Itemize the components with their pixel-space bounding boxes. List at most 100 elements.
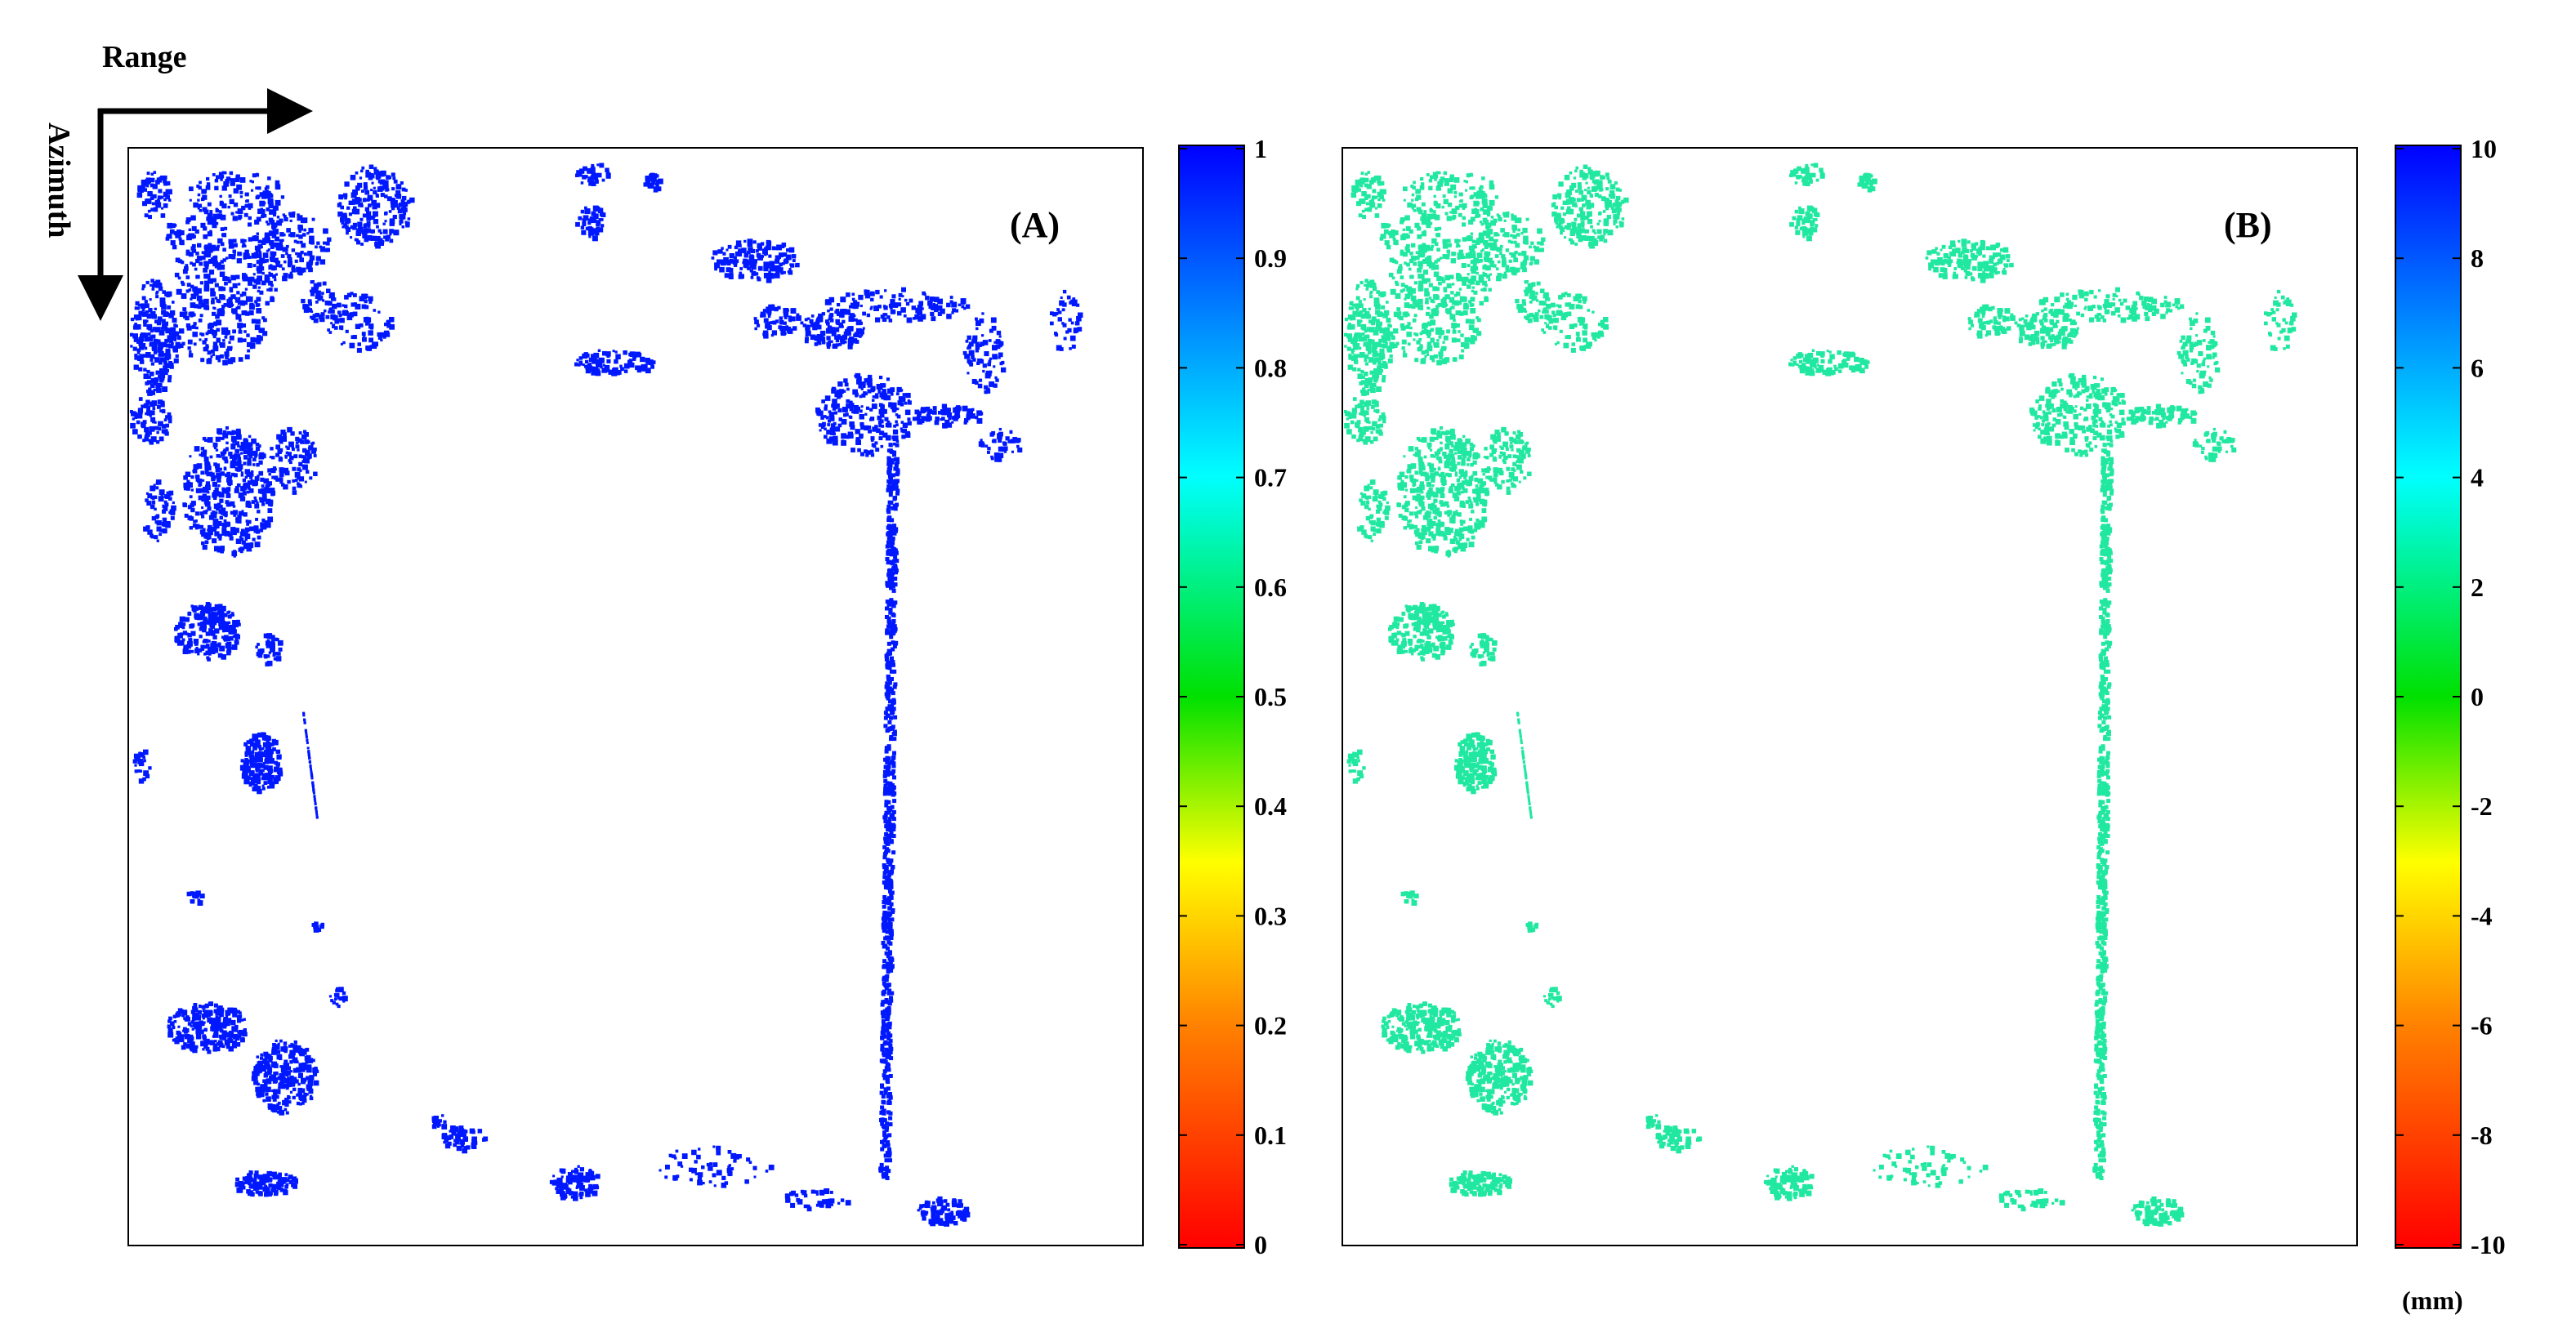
scatter-point xyxy=(179,625,183,628)
scatter-point xyxy=(136,348,141,353)
scatter-point xyxy=(795,262,800,268)
scatter-point xyxy=(645,178,651,185)
scatter-point xyxy=(136,420,141,425)
scatter-point xyxy=(824,395,831,401)
scatter-point xyxy=(197,898,201,902)
scatter-point xyxy=(178,237,182,241)
scatter-point xyxy=(205,650,210,656)
scatter-point xyxy=(856,406,860,411)
scatter-point xyxy=(324,309,327,313)
scatter-point xyxy=(229,288,234,293)
scatter-point xyxy=(288,459,292,462)
scatter-point xyxy=(275,1049,281,1054)
scatter-point xyxy=(195,292,199,296)
scatter-point xyxy=(887,917,892,922)
scatter-point xyxy=(219,264,225,270)
scatter-point xyxy=(860,333,864,336)
scatter-point xyxy=(203,457,209,462)
scatter-point xyxy=(150,495,154,500)
scatter-point xyxy=(556,1188,561,1194)
scatter-point xyxy=(198,482,203,487)
scatter-point xyxy=(240,471,243,475)
scatter-point xyxy=(147,529,153,535)
scatter-point xyxy=(869,291,875,296)
scatter-point xyxy=(185,323,191,328)
scatter-point xyxy=(888,699,892,704)
scatter-point xyxy=(208,243,212,247)
scatter-point xyxy=(356,240,361,245)
scatter-point xyxy=(212,1018,217,1021)
scatter-point xyxy=(163,365,168,371)
scatter-point xyxy=(895,488,900,493)
scatter-point xyxy=(893,682,898,687)
scatter-point xyxy=(381,332,386,337)
scatter-point xyxy=(248,237,253,242)
scatter-point xyxy=(246,472,251,477)
scatter-point xyxy=(357,342,361,346)
scatter-point xyxy=(221,528,227,533)
scatter-point xyxy=(160,403,165,408)
scatter-point xyxy=(980,439,983,442)
scatter-point xyxy=(271,475,275,479)
scatter-point xyxy=(623,350,627,355)
scatter-point xyxy=(394,203,399,208)
scatter-point xyxy=(295,1178,298,1182)
scatter-point xyxy=(587,167,593,174)
scatter-point xyxy=(220,342,225,348)
scatter-point xyxy=(137,185,144,191)
scatter-point xyxy=(288,461,292,465)
scatter-point xyxy=(168,361,172,365)
scatter-point xyxy=(851,297,855,301)
scatter-point xyxy=(265,192,269,196)
scatter-point xyxy=(216,298,221,303)
scatter-point xyxy=(301,243,306,248)
scatter-point xyxy=(256,296,261,302)
scatter-point xyxy=(262,190,267,195)
scatter-point xyxy=(261,518,266,523)
scatter-point xyxy=(287,1076,292,1082)
scatter-point xyxy=(134,756,139,761)
scatter-point xyxy=(254,476,260,481)
scatter-point xyxy=(163,203,168,208)
scatter-point xyxy=(145,198,152,204)
scatter-point xyxy=(341,221,345,225)
scatter-point xyxy=(266,1174,269,1178)
scatter-point xyxy=(864,289,868,293)
scatter-point xyxy=(287,261,292,266)
scatter-point xyxy=(1056,308,1060,311)
scatter-point xyxy=(449,1130,452,1133)
scatter-point xyxy=(203,652,207,656)
scatter-point xyxy=(257,751,264,757)
scatter-point xyxy=(248,310,254,316)
scatter-point xyxy=(885,1165,889,1170)
scatter-point xyxy=(886,540,891,545)
scatter-point xyxy=(219,645,225,652)
scatter-point xyxy=(350,225,355,230)
scatter-point xyxy=(219,515,223,520)
scatter-point xyxy=(176,288,182,295)
scatter-point xyxy=(185,220,190,225)
scatter-point xyxy=(261,1174,267,1180)
scatter-point xyxy=(843,378,848,383)
scatter-point xyxy=(996,330,1002,336)
scatter-point xyxy=(886,954,891,959)
scatter-point xyxy=(202,207,208,212)
scatter-point xyxy=(584,175,588,179)
scatter-point xyxy=(199,524,203,529)
scatter-point xyxy=(217,609,221,613)
scatter-point xyxy=(256,267,261,271)
scatter-point xyxy=(205,484,211,491)
scatter-point xyxy=(200,1005,204,1009)
scatter-point xyxy=(271,223,277,229)
scatter-point xyxy=(587,221,592,225)
scatter-point xyxy=(275,263,280,268)
scatter-point xyxy=(382,180,388,185)
scatter-point xyxy=(728,1164,731,1167)
scatter-point xyxy=(155,295,159,299)
scatter-point xyxy=(213,446,217,450)
scatter-point xyxy=(265,488,270,494)
scatter-point xyxy=(151,287,155,291)
scatter-point xyxy=(975,341,980,346)
scatter-point xyxy=(212,173,216,176)
scatter-point xyxy=(276,216,280,219)
